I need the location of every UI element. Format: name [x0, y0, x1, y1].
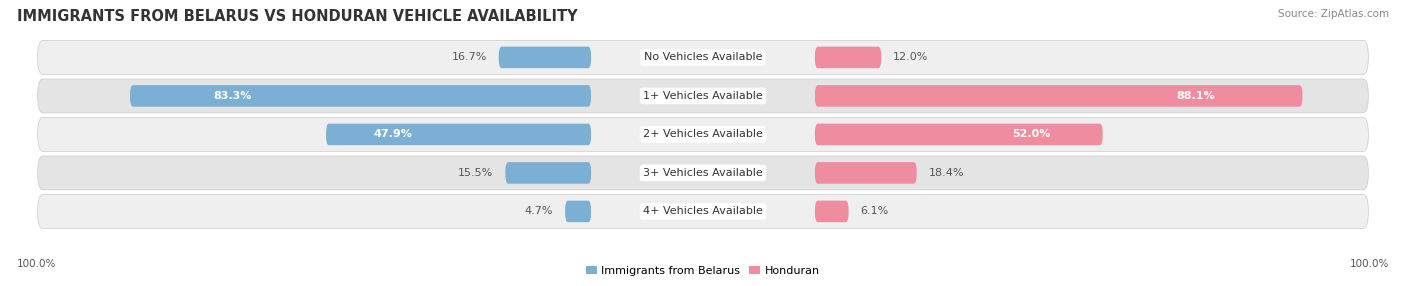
FancyBboxPatch shape [505, 162, 591, 184]
FancyBboxPatch shape [815, 47, 882, 68]
Text: No Vehicles Available: No Vehicles Available [644, 52, 762, 62]
Text: Source: ZipAtlas.com: Source: ZipAtlas.com [1278, 9, 1389, 19]
FancyBboxPatch shape [815, 85, 1302, 107]
FancyBboxPatch shape [38, 118, 1368, 151]
Text: 88.1%: 88.1% [1175, 91, 1215, 101]
FancyBboxPatch shape [815, 162, 917, 184]
Text: 4+ Vehicles Available: 4+ Vehicles Available [643, 206, 763, 217]
FancyBboxPatch shape [815, 124, 1102, 145]
Text: IMMIGRANTS FROM BELARUS VS HONDURAN VEHICLE AVAILABILITY: IMMIGRANTS FROM BELARUS VS HONDURAN VEHI… [17, 9, 578, 23]
Text: 15.5%: 15.5% [458, 168, 494, 178]
FancyBboxPatch shape [815, 201, 849, 222]
FancyBboxPatch shape [565, 201, 591, 222]
Text: 52.0%: 52.0% [1012, 130, 1050, 139]
Text: 83.3%: 83.3% [214, 91, 252, 101]
FancyBboxPatch shape [499, 47, 591, 68]
Text: 1+ Vehicles Available: 1+ Vehicles Available [643, 91, 763, 101]
FancyBboxPatch shape [129, 85, 591, 107]
FancyBboxPatch shape [38, 194, 1368, 228]
Legend: Immigrants from Belarus, Honduran: Immigrants from Belarus, Honduran [582, 261, 824, 281]
FancyBboxPatch shape [38, 79, 1368, 113]
Text: 3+ Vehicles Available: 3+ Vehicles Available [643, 168, 763, 178]
FancyBboxPatch shape [38, 156, 1368, 190]
Text: 2+ Vehicles Available: 2+ Vehicles Available [643, 130, 763, 139]
Text: 18.4%: 18.4% [928, 168, 965, 178]
Text: 16.7%: 16.7% [451, 52, 486, 62]
Text: 12.0%: 12.0% [893, 52, 928, 62]
Text: 100.0%: 100.0% [17, 259, 56, 269]
FancyBboxPatch shape [38, 41, 1368, 74]
Text: 47.9%: 47.9% [374, 130, 412, 139]
Text: 6.1%: 6.1% [860, 206, 889, 217]
FancyBboxPatch shape [326, 124, 591, 145]
Text: 4.7%: 4.7% [524, 206, 554, 217]
Text: 100.0%: 100.0% [1350, 259, 1389, 269]
